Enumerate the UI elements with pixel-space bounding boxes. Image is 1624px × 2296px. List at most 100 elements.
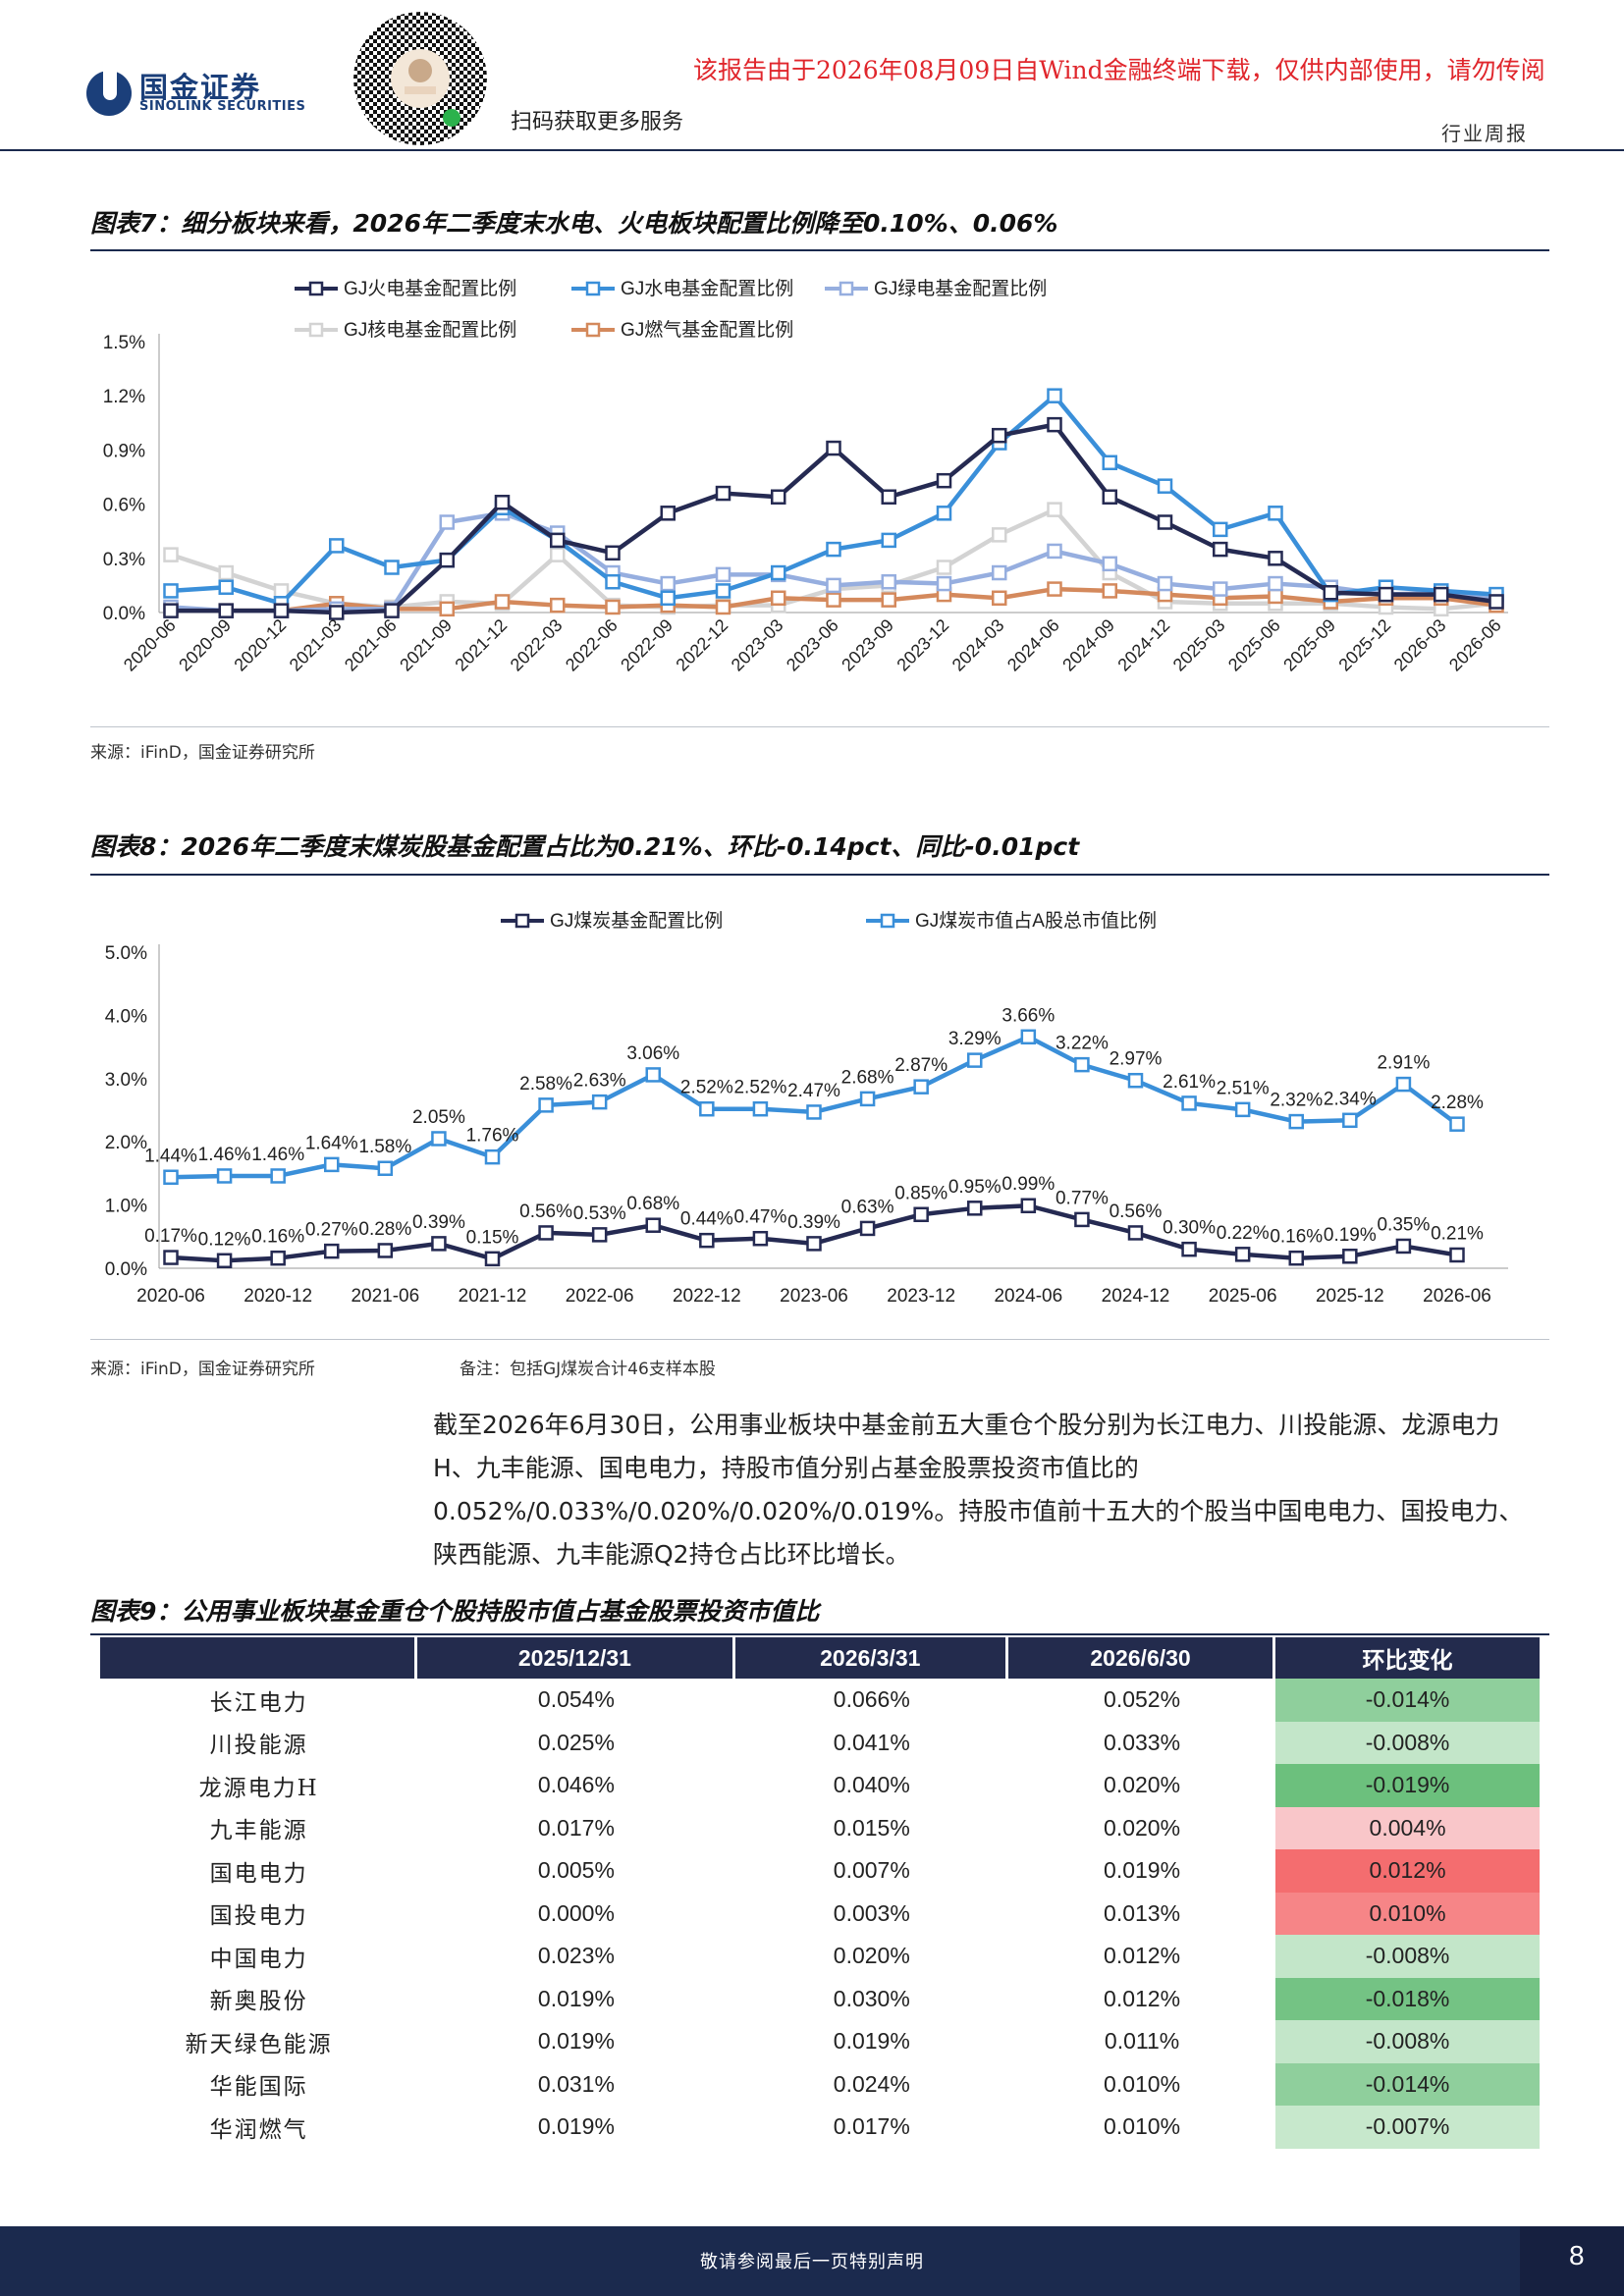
value-2026-06-30-cell: 0.013% (1104, 1899, 1181, 1926)
data-point (992, 527, 1007, 543)
x-tick-label: 2026-03 (1390, 615, 1450, 675)
data-point (1342, 1249, 1358, 1264)
data-point (1288, 1250, 1304, 1266)
stock-name-cell: 新天绿色能源 (185, 2031, 333, 2057)
data-point (1047, 581, 1062, 597)
footer-disclaimer: 敬请参阅最后一页特别声明 (700, 2252, 924, 2272)
download-notice: 该报告由于2026年08月09日自Wind金融终端下载，仅供内部使用，请勿传阅 (693, 56, 1545, 84)
y-tick-label: 0.0% (103, 604, 145, 624)
stock-name-cell: 九丰能源 (209, 1818, 308, 1844)
figure8-top-rule (90, 874, 1549, 876)
stock-name-cell: 国投电力 (209, 1903, 308, 1930)
y-tick-label: 1.5% (103, 333, 145, 353)
data-point (826, 440, 841, 456)
data-point (605, 545, 621, 561)
x-tick-label: 2023-12 (893, 615, 952, 675)
table-row: 川投能源 0.025% 0.041% 0.033% -0.008% (100, 1721, 1540, 1764)
data-point (645, 1217, 661, 1233)
data-point (1268, 588, 1283, 605)
data-point (163, 1169, 179, 1186)
table-row: 新天绿色能源 0.019% 0.019% 0.011% -0.008% (100, 2020, 1540, 2063)
data-point (270, 1250, 286, 1266)
data-label: 1.64% (305, 1133, 358, 1153)
legend-label: GJ水电基金配置比例 (621, 278, 793, 299)
data-point (1213, 521, 1228, 538)
y-tick-label: 0.0% (105, 1259, 147, 1280)
data-point (439, 552, 455, 568)
x-tick-label: 2022-06 (562, 615, 622, 675)
x-tick-label: 2025-09 (1279, 615, 1339, 675)
data-point (806, 1104, 822, 1120)
data-point (660, 575, 676, 592)
qoq-change-cell: -0.007% (1275, 2106, 1540, 2149)
data-label: 0.17% (144, 1226, 197, 1247)
data-point (1323, 585, 1338, 601)
x-tick-label: 2023-06 (783, 615, 842, 675)
data-point (377, 1243, 394, 1258)
data-label: 0.12% (198, 1229, 251, 1250)
brand-logo-icon (86, 69, 132, 116)
data-label: 0.95% (948, 1177, 1001, 1198)
footer-page-box (1520, 2226, 1624, 2296)
x-tick-label: 2021-06 (341, 615, 401, 675)
data-point (273, 583, 290, 599)
data-label: 2.52% (680, 1078, 733, 1098)
data-point (967, 1052, 983, 1068)
body-paragraph: 截至2026年6月30日，公用事业板块中基金前五大重仓个股分别为长江电力、川投能… (433, 1404, 1543, 1576)
x-tick-label: 2023-12 (887, 1286, 955, 1307)
data-point (1102, 583, 1117, 599)
y-tick-label: 5.0% (105, 943, 147, 964)
data-label: 0.16% (251, 1227, 304, 1248)
data-point (715, 566, 731, 583)
data-point (218, 579, 234, 595)
figure8-note: 备注：包括GJ煤炭合计46支样本股 (460, 1360, 716, 1379)
qoq-change-cell: -0.019% (1275, 1764, 1540, 1807)
value-2026-03-31-cell: 0.041% (833, 1729, 910, 1755)
data-point (806, 1236, 822, 1252)
value-2026-03-31-cell: 0.066% (833, 1686, 910, 1713)
data-label: 3.66% (1001, 1005, 1055, 1026)
data-point (1268, 551, 1283, 566)
figure7-source: 来源：iFinD，国金证券研究所 (90, 743, 315, 763)
data-point (1020, 1198, 1037, 1213)
value-2025-12-31-cell: 0.005% (537, 1857, 615, 1884)
qr-code-icon[interactable] (353, 12, 487, 145)
data-point (550, 597, 566, 614)
qoq-change-cell: -0.014% (1275, 2062, 1540, 2106)
data-point (484, 1148, 501, 1165)
legend-label: GJ煤炭市值占A股总市值比例 (915, 910, 1157, 932)
x-tick-label: 2020-12 (230, 615, 290, 675)
data-point (439, 601, 455, 617)
legend-marker (585, 281, 601, 296)
data-label: 2.32% (1270, 1091, 1323, 1111)
data-point (771, 564, 786, 581)
data-label: 1.46% (251, 1145, 304, 1165)
value-2025-12-31-cell: 0.019% (537, 2028, 615, 2055)
value-2026-03-31-cell: 0.017% (833, 2113, 910, 2140)
data-point (431, 1131, 447, 1147)
data-label: 0.19% (1324, 1225, 1377, 1246)
x-tick-label: 2024-09 (1058, 615, 1118, 675)
stock-name-cell: 华能国际 (209, 2074, 308, 2101)
value-2026-06-30-cell: 0.019% (1104, 1857, 1181, 1884)
table-row: 龙源电力H 0.046% 0.040% 0.020% -0.019% (100, 1764, 1540, 1807)
value-2026-06-30-cell: 0.033% (1104, 1729, 1181, 1755)
data-point (1157, 575, 1173, 592)
data-label: 2.51% (1217, 1078, 1270, 1098)
data-label: 2.97% (1110, 1049, 1163, 1070)
legend-label: GJ绿电基金配置比例 (874, 278, 1047, 299)
scan-for-services-text: 扫码获取更多服务 (511, 110, 684, 134)
data-point (324, 1156, 340, 1173)
data-label: 0.99% (1001, 1174, 1055, 1195)
data-label: 2.58% (519, 1074, 572, 1095)
data-point (881, 489, 896, 505)
value-2026-06-30-cell: 0.012% (1104, 1985, 1181, 2011)
qoq-change-cell: -0.008% (1275, 2020, 1540, 2063)
value-2025-12-31-cell: 0.031% (537, 2070, 615, 2097)
data-point (715, 485, 731, 502)
data-point (1157, 478, 1173, 494)
x-tick-label: 2020-09 (175, 615, 235, 675)
data-label: 1.46% (198, 1145, 251, 1165)
data-point (913, 1206, 929, 1223)
data-point (1047, 388, 1062, 403)
